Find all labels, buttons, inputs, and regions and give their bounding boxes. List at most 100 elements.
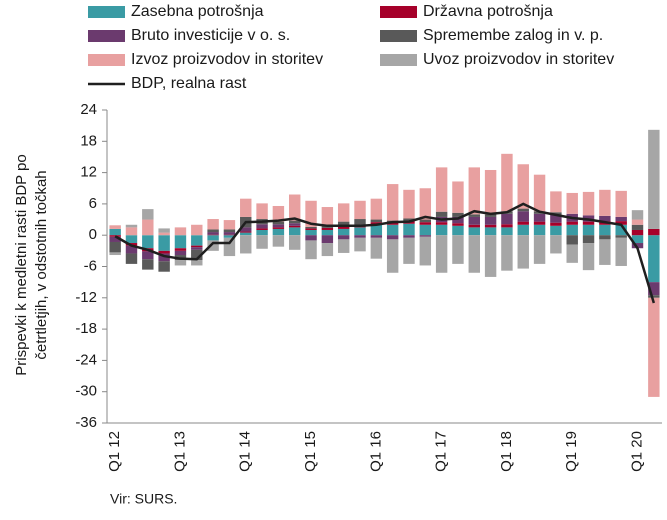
bar-segment [631,229,644,236]
bar-segment [468,216,480,225]
bar-segment [615,235,627,238]
bar-segment [321,229,334,236]
legend-swatch [380,6,417,18]
bar-segment [142,209,154,220]
y-tick-label: -12 [75,289,97,306]
bar-segment [452,223,464,226]
bar-segment [517,211,529,222]
bar-segment [109,235,121,237]
bar-segment [223,234,236,236]
bar-segment [533,221,546,225]
y-tick-label: -24 [75,351,97,368]
bar-segment [484,216,497,225]
bar-segment [582,243,595,271]
bar-segment [435,222,448,225]
bar-segment [648,235,660,283]
bar-segment [631,243,644,249]
legend-label: Državna potrošnja [423,3,553,20]
bar-segment [370,198,383,220]
bar-segment [142,251,154,260]
source: Vir: SURS. [110,491,177,507]
bar-segment [435,235,448,273]
x-tick-label: Q1 17 [433,431,450,472]
x-tick-label: Q1 18 [498,431,515,472]
bar-segment [207,240,219,251]
bar-segment [631,210,644,220]
bar-segment [337,203,350,222]
bar-segment [468,235,480,273]
bar-segment [272,235,285,247]
bar-segment [125,224,138,228]
bar-segment [125,253,138,264]
bar-segment [354,237,366,252]
bar-segment [419,188,432,220]
bar-segment [370,235,383,238]
bar-segment [419,236,432,266]
bar-segment [517,164,529,209]
bar-segment [191,247,203,250]
bar-segment [174,250,187,256]
bar-segment [582,235,595,244]
y-tick-label: 12 [80,164,97,181]
bar-segment [223,237,236,257]
bar-segment [142,219,154,236]
bar-segment [582,224,595,236]
bar-segment [452,216,464,224]
bar-segment [501,213,513,225]
bar-segment [109,228,121,236]
bar-segment [419,219,432,223]
bar-segment [599,239,611,265]
bar-segment [533,224,546,236]
bar-segment [240,227,252,232]
bar-segment [256,228,268,230]
y-tick-label: 24 [80,101,97,118]
bar-segment [109,236,121,242]
bar-segment [550,214,562,223]
x-tick-label: Q1 15 [302,431,319,472]
bar-segment [223,235,236,238]
bar-segment [240,235,252,254]
bar-segment [550,235,562,254]
bar-segment [305,229,317,236]
bar-segment [272,221,285,225]
y-tick-label: 0 [89,226,97,243]
bar-segment [484,235,497,277]
bar-segment [517,208,529,212]
bar-segment [566,224,578,236]
y-tick-label: -18 [75,320,97,337]
bar-segment [648,129,660,229]
bar-segment [517,235,529,269]
bar-segment [191,235,203,246]
bar-segment [158,228,170,233]
bar-segment [484,224,497,228]
bar-segment [289,225,301,228]
bar-segment [289,220,301,224]
bar-segment [582,191,595,216]
bar-segment [207,229,219,233]
bar-segment [240,232,252,236]
legend-label: Spremembe zalog in v. p. [423,27,603,44]
bar-segment [174,227,187,236]
bar-segment [207,219,219,230]
bar-segment [452,212,464,217]
bar-segment [305,200,317,227]
bar-segment [272,227,285,229]
y-tick-label: -30 [75,383,97,400]
bar-segment [207,235,219,241]
bar-segment [648,228,660,236]
legend-swatch [88,6,125,18]
legend-label: Bruto investicije v o. s. [131,27,290,44]
bar-segment [517,224,529,236]
bar-segment [109,241,121,253]
bar-segment [305,228,317,230]
bar-segment [533,174,546,212]
bar-segment [305,226,317,229]
bar-segment [321,235,334,244]
y-axis-label: Prispevki k medletni rasti BDP po [13,154,30,375]
bar-segment [403,237,415,264]
bar-segment [207,234,219,236]
bar-segment [240,231,252,233]
bar-segment [191,249,203,261]
bar-segment [321,243,334,257]
